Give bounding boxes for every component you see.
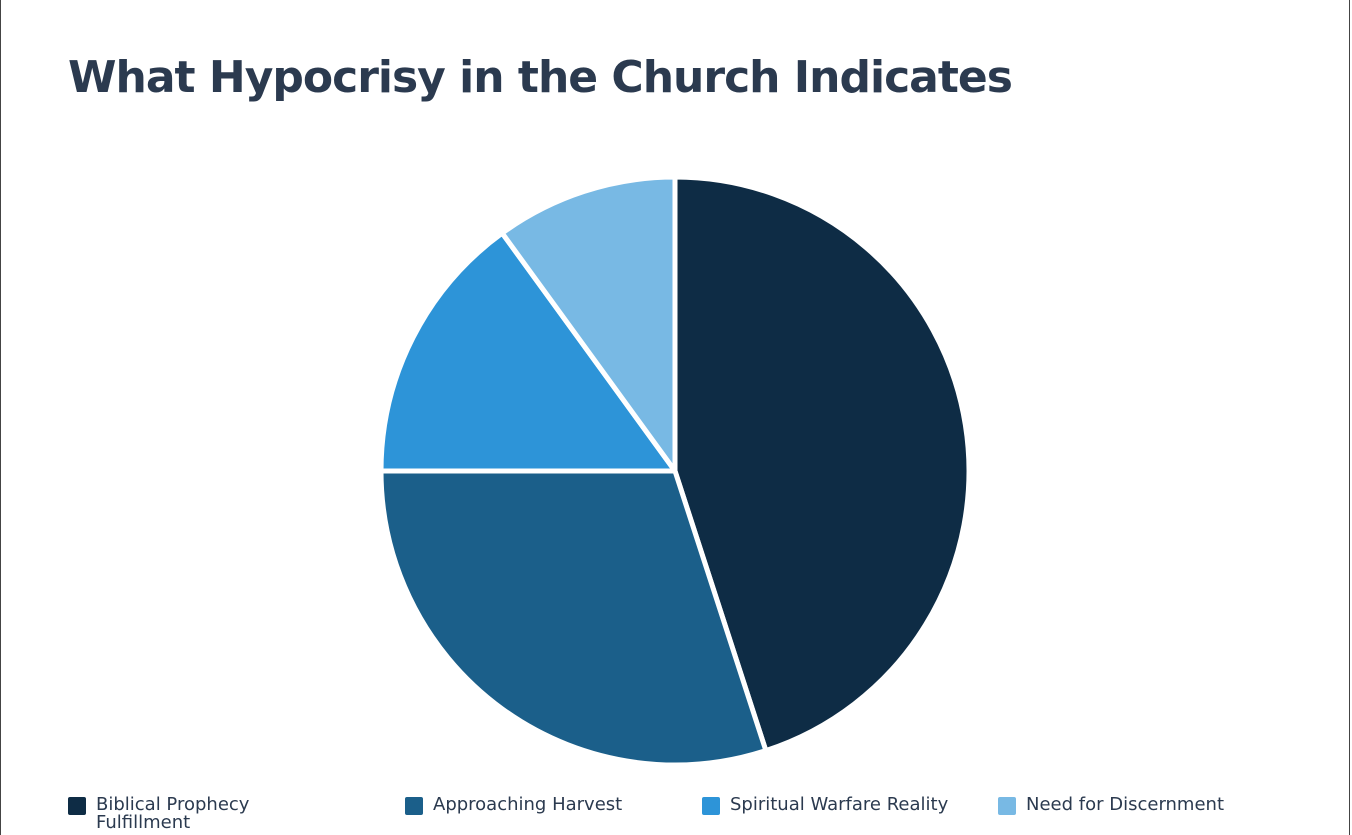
legend-item-spiritual-warfare[interactable]: Spiritual Warfare Reality	[702, 796, 948, 815]
pie-slices	[378, 174, 972, 768]
legend-label: Need for Discernment	[1026, 794, 1225, 815]
legend-swatch	[998, 797, 1016, 815]
legend-label: Spiritual Warfare Reality	[730, 794, 949, 815]
legend-swatch	[702, 797, 720, 815]
pie-slice-3[interactable]	[378, 230, 678, 474]
legend-label: Approaching Harvest	[433, 794, 623, 815]
legend-swatch	[68, 797, 86, 815]
legend-item-need-for-discernment[interactable]: Need for Discernment	[998, 796, 1224, 815]
chart-legend: Biblical Prophecy Fulfillment Approachin…	[0, 796, 1352, 835]
legend-swatch	[405, 797, 423, 815]
pie-slice-4[interactable]	[499, 174, 678, 474]
pie-slice-1[interactable]	[672, 174, 972, 754]
pie-slice-2[interactable]	[378, 468, 769, 768]
legend-label: Biblical Prophecy Fulfillment	[96, 794, 250, 833]
legend-item-approaching-harvest[interactable]: Approaching Harvest	[405, 796, 622, 815]
chart-title: What Hypocrisy in the Church Indicates	[68, 52, 1013, 103]
legend-item-biblical-prophecy[interactable]: Biblical Prophecy Fulfillment	[68, 796, 308, 832]
